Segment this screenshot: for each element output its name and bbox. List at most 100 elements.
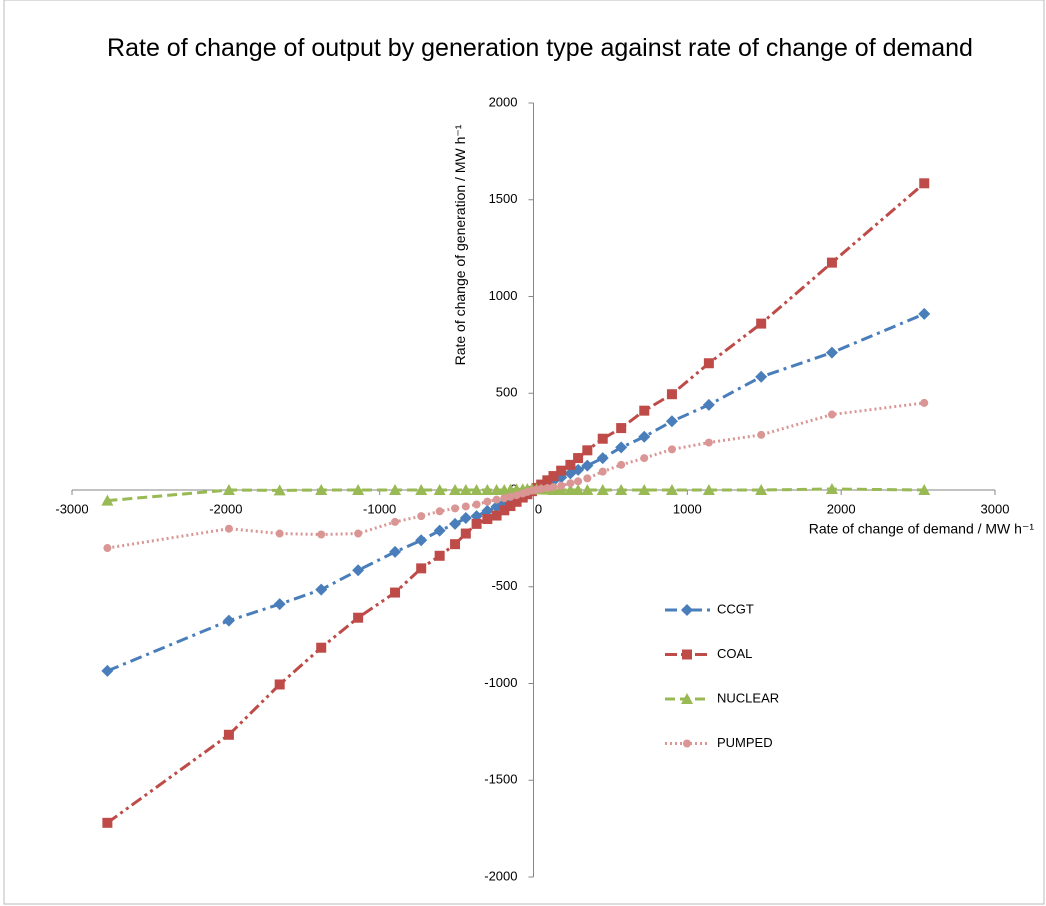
marker (615, 441, 628, 454)
marker (390, 587, 401, 598)
marker (415, 484, 428, 495)
marker (500, 494, 509, 503)
marker (499, 505, 510, 516)
marker (472, 500, 481, 509)
marker (481, 504, 494, 517)
legend-label: NUCLEAR (717, 690, 779, 705)
marker (223, 729, 234, 740)
marker (640, 454, 649, 463)
x-tick-label: -3000 (55, 501, 88, 516)
marker (537, 484, 546, 493)
marker (703, 358, 714, 369)
marker (506, 492, 515, 501)
marker (826, 257, 837, 268)
marker (704, 438, 713, 447)
marker (825, 346, 838, 359)
marker (615, 484, 628, 495)
marker (511, 496, 522, 507)
marker (596, 484, 609, 495)
marker (482, 514, 493, 525)
marker (389, 484, 402, 495)
marker (581, 484, 594, 495)
marker (556, 465, 567, 476)
marker (101, 664, 114, 677)
marker (682, 649, 692, 660)
marker (581, 459, 594, 472)
y-tick-label: -500 (491, 578, 517, 593)
y-tick-label: 1500 (489, 191, 518, 206)
marker (273, 484, 286, 496)
chart-title: Rate of change of output by generation t… (107, 34, 973, 62)
y-axis-label: Rate of change of generation / MW h⁻¹ (452, 124, 468, 365)
marker (434, 550, 445, 561)
marker (101, 494, 114, 506)
marker (490, 484, 503, 495)
marker (665, 484, 678, 495)
y-tick-label: -2000 (484, 868, 517, 883)
marker (573, 453, 584, 464)
marker (505, 501, 516, 512)
marker (582, 445, 593, 456)
marker (755, 484, 768, 495)
marker (449, 517, 462, 530)
marker (542, 475, 553, 486)
marker (572, 484, 585, 495)
marker (102, 817, 113, 828)
marker (461, 502, 470, 511)
marker (354, 529, 363, 538)
legend: CCGT COAL NUCLEAR PUMPED (665, 601, 779, 750)
marker (564, 484, 577, 495)
marker (638, 484, 651, 495)
marker (681, 604, 693, 616)
marker (565, 459, 576, 470)
marker (460, 528, 471, 539)
marker (574, 477, 583, 486)
marker (566, 479, 575, 488)
marker (435, 507, 444, 516)
y-tick-label: -1000 (484, 675, 517, 690)
marker (416, 563, 427, 574)
marker (617, 460, 626, 469)
marker (557, 481, 566, 490)
marker (639, 405, 650, 416)
marker (224, 524, 233, 533)
y-tick-label: 2000 (489, 94, 518, 109)
x-tick-label: 0 (535, 501, 542, 516)
marker (755, 370, 768, 383)
marker (274, 679, 285, 690)
marker (389, 545, 402, 558)
y-tick-label: 1000 (489, 288, 518, 303)
marker (583, 474, 592, 483)
marker (918, 307, 931, 320)
marker (597, 433, 608, 444)
x-tick-label: 3000 (981, 501, 1010, 516)
legend-label: COAL (717, 646, 752, 661)
marker (391, 517, 400, 526)
legend-label: PUMPED (717, 735, 773, 750)
marker (417, 512, 426, 521)
marker (470, 484, 483, 495)
x-tick-label: -2000 (209, 501, 242, 516)
marker (666, 389, 677, 400)
marker (665, 415, 678, 428)
marker (449, 484, 462, 495)
marker (549, 483, 558, 492)
marker (415, 534, 428, 547)
x-tick-label: 1000 (673, 501, 702, 516)
marker (548, 471, 559, 482)
marker (681, 693, 693, 704)
marker (919, 178, 930, 189)
marker (491, 510, 502, 521)
marker (459, 484, 472, 495)
marker (353, 612, 364, 623)
marker (756, 318, 767, 329)
marker (512, 491, 521, 500)
x-tick-label: 2000 (827, 501, 856, 516)
marker (103, 544, 112, 553)
marker (433, 484, 446, 495)
marker (702, 484, 715, 495)
x-tick-label: -1000 (363, 501, 396, 516)
marker (825, 483, 838, 495)
marker (471, 518, 482, 529)
